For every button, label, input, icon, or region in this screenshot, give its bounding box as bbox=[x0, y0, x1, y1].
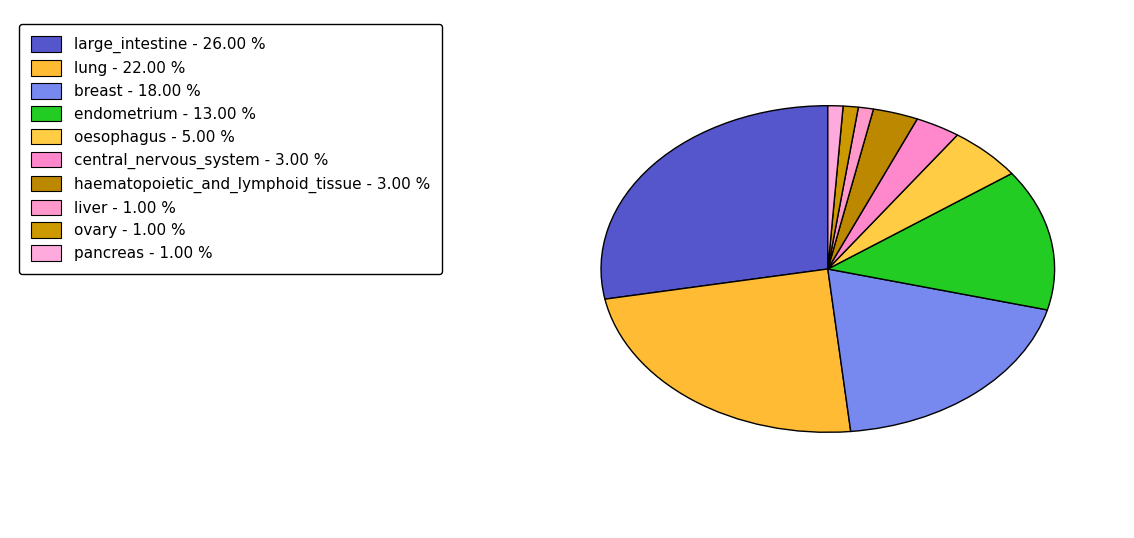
Wedge shape bbox=[604, 269, 850, 433]
Legend: large_intestine - 26.00 %, lung - 22.00 %, breast - 18.00 %, endometrium - 13.00: large_intestine - 26.00 %, lung - 22.00 … bbox=[18, 24, 442, 273]
Wedge shape bbox=[828, 107, 873, 269]
Wedge shape bbox=[828, 173, 1055, 310]
Wedge shape bbox=[828, 109, 917, 269]
Wedge shape bbox=[601, 105, 828, 299]
Wedge shape bbox=[828, 135, 1012, 269]
Wedge shape bbox=[828, 269, 1048, 431]
Wedge shape bbox=[828, 105, 844, 269]
Wedge shape bbox=[828, 106, 858, 269]
Wedge shape bbox=[828, 119, 957, 269]
